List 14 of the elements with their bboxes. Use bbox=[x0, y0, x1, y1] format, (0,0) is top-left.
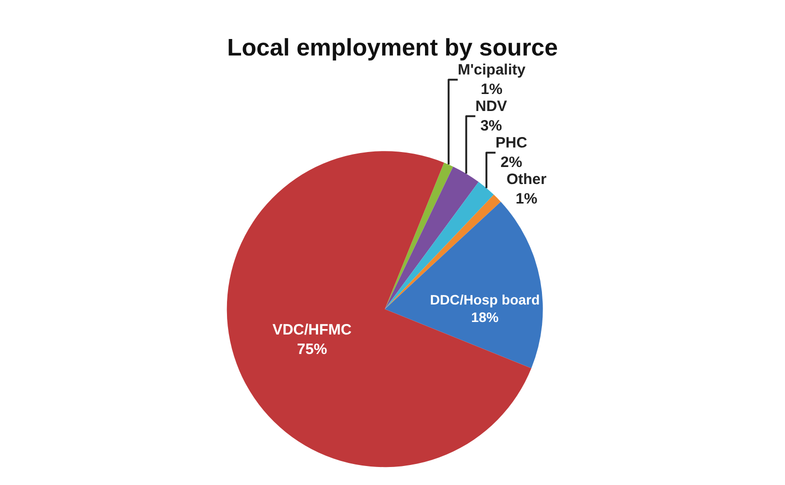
pie-slice bbox=[384, 194, 501, 310]
slice-label: NDV bbox=[475, 98, 508, 115]
data-label: 1% bbox=[516, 190, 538, 208]
data-label: 1% bbox=[480, 80, 502, 98]
data-label: 3% bbox=[480, 117, 502, 134]
data-label: 2% bbox=[500, 154, 522, 171]
data-label: 18% bbox=[471, 310, 499, 326]
slice-label: DDC/Hosp board bbox=[430, 292, 540, 308]
data-label: 75% bbox=[297, 341, 328, 358]
chart-title: Local employment by source bbox=[227, 34, 558, 62]
slice-label: VDC/HFMC bbox=[272, 322, 352, 339]
slice-label: Other bbox=[506, 170, 547, 188]
slice-label: M'cipality bbox=[458, 61, 526, 78]
slice-label: PHC bbox=[496, 134, 528, 152]
